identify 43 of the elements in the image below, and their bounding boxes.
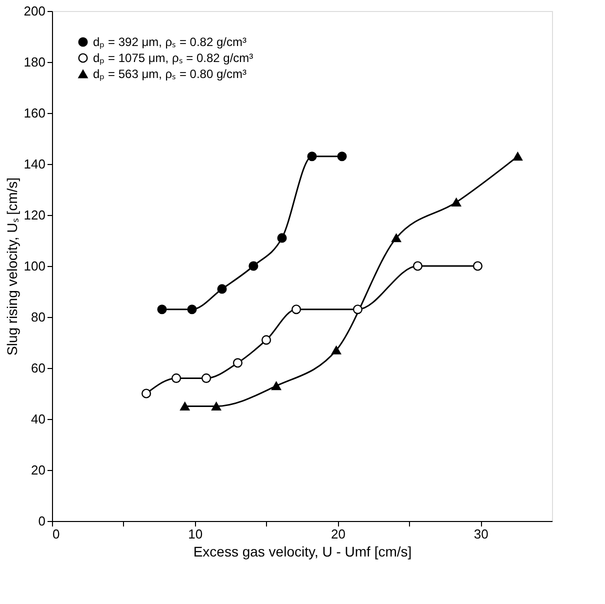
point — [262, 335, 272, 345]
legend-label: dₚ = 392 μm, ρₛ = 0.82 g/cm³ — [93, 35, 246, 49]
y-tick-label: 100 — [24, 258, 46, 274]
point — [352, 304, 362, 314]
y-tick-label: 20 — [31, 462, 46, 478]
point — [512, 152, 522, 161]
point — [202, 373, 212, 383]
point — [157, 304, 167, 314]
point — [277, 233, 287, 243]
point — [452, 198, 462, 206]
y-tick-label: 40 — [31, 412, 46, 426]
y-tick-label: 80 — [31, 310, 46, 324]
point — [248, 261, 258, 271]
point — [172, 373, 182, 383]
point — [412, 261, 422, 271]
point — [180, 402, 190, 410]
point — [332, 346, 342, 354]
x-tick-label: 10 — [188, 526, 203, 542]
point — [307, 152, 317, 162]
y-tick-label: 60 — [31, 360, 46, 376]
x-axis-title: Excess gas velocity, U - Umf [cm/s] — [193, 544, 412, 560]
y-tick-label: 140 — [24, 156, 46, 172]
point — [217, 284, 227, 294]
point — [142, 388, 152, 398]
y-tick-label: 160 — [24, 106, 46, 120]
y-axis-title: Slug rising velocity, Uₛ [cm/s] — [4, 177, 20, 356]
y-tick-label: 180 — [24, 54, 46, 70]
y-tick-label: 120 — [24, 208, 46, 222]
legend-label: dₚ = 563 μm, ρₛ = 0.80 g/cm³ — [93, 67, 246, 81]
y-tick-label: 0 — [38, 514, 46, 528]
point — [292, 304, 302, 314]
point — [392, 234, 402, 242]
y-tick-label: 200 — [24, 4, 46, 18]
x-tick-label: 0 — [52, 526, 60, 542]
point — [212, 402, 222, 410]
legend-label: dₚ = 1075 μm, ρₛ = 0.82 g/cm³ — [93, 51, 254, 65]
point — [272, 382, 282, 390]
point — [472, 261, 482, 271]
point — [187, 304, 197, 314]
x-tick-label: 30 — [474, 526, 488, 542]
point — [337, 152, 347, 162]
x-tick-label: 20 — [330, 526, 346, 542]
point — [232, 358, 242, 368]
